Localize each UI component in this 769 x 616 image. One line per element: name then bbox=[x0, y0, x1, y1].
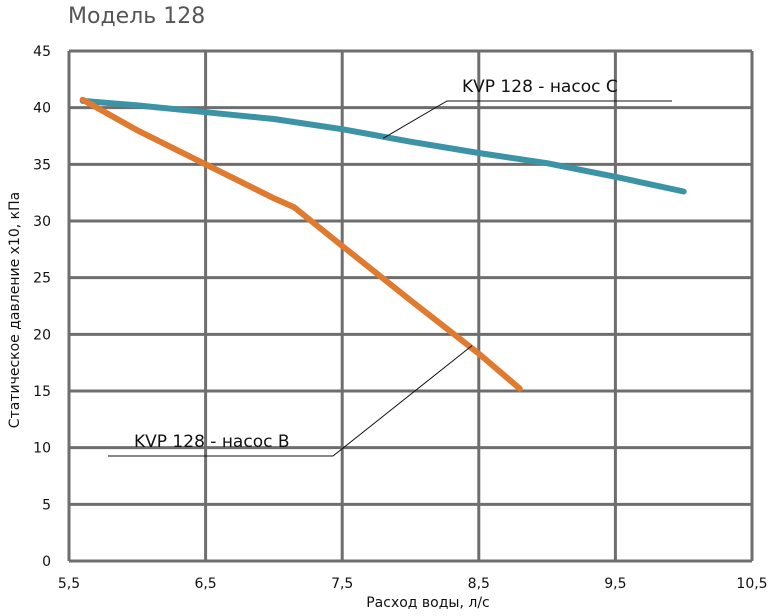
y-tick-label: 25 bbox=[33, 271, 51, 287]
series-annotations: KVP 128 - насос С KVP 128 - насос В bbox=[108, 77, 672, 457]
y-tick-label: 20 bbox=[33, 327, 51, 343]
y-tick-label: 35 bbox=[33, 157, 51, 173]
tick-labels: 5,5 6,5 7,5 8,5 9,5 10,5 0 5 10 15 20 25 30 35 40 45 bbox=[33, 44, 767, 592]
y-tick-label: 5 bbox=[42, 497, 51, 513]
x-tick-label: 9,5 bbox=[604, 576, 626, 592]
x-tick-label: 8,5 bbox=[468, 576, 490, 592]
annotation-pump-c: KVP 128 - насос С bbox=[462, 77, 618, 97]
leader-line-pump-b bbox=[108, 345, 473, 457]
series-line-pump-c bbox=[79, 97, 687, 195]
x-axis-label: Расход воды, л/с bbox=[366, 595, 490, 611]
y-tick-label: 0 bbox=[42, 554, 51, 570]
x-tick-label: 10,5 bbox=[736, 576, 767, 592]
y-tick-label: 45 bbox=[33, 44, 51, 60]
x-tick-label: 5,5 bbox=[58, 576, 80, 592]
x-tick-label: 6,5 bbox=[194, 576, 216, 592]
chart-title: Модель 128 bbox=[68, 4, 206, 29]
leader-line-pump-c bbox=[382, 100, 672, 139]
series-lines bbox=[79, 96, 687, 392]
annotation-pump-b: KVP 128 - насос В bbox=[134, 432, 290, 452]
y-tick-label: 40 bbox=[33, 101, 51, 117]
y-tick-label: 30 bbox=[33, 214, 51, 230]
x-tick-label: 7,5 bbox=[331, 576, 353, 592]
series-line-pump-b bbox=[79, 96, 523, 392]
y-tick-label: 10 bbox=[33, 441, 51, 457]
grid-lines bbox=[67, 49, 754, 563]
y-tick-label: 15 bbox=[33, 384, 51, 400]
y-axis-label: Статическое давление x10, кПа bbox=[7, 192, 23, 428]
